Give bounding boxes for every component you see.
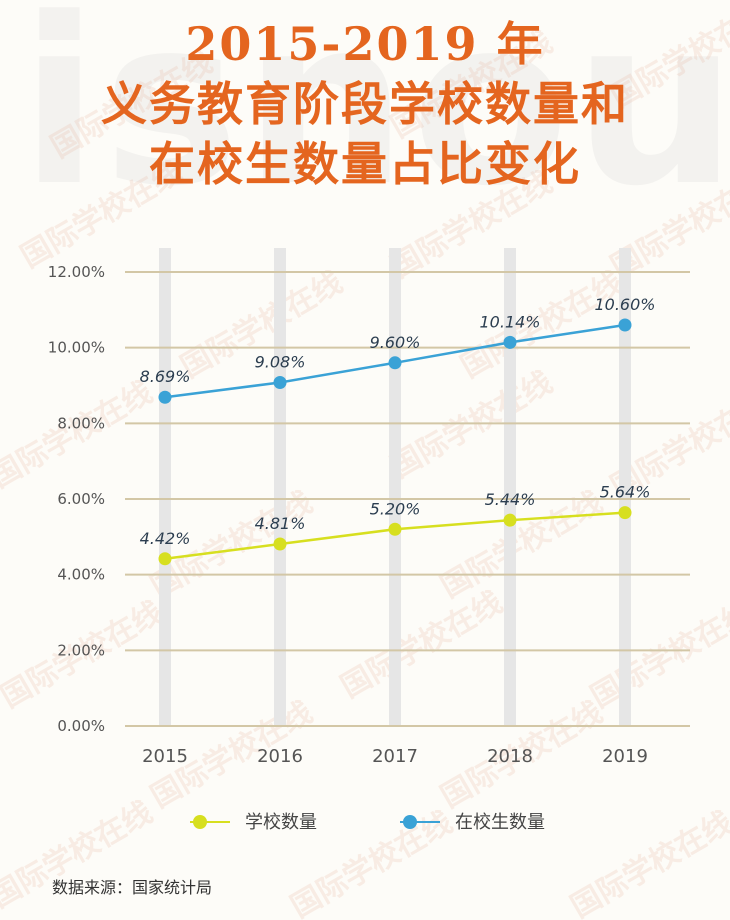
- data-label: 8.69%: [140, 367, 191, 386]
- y-tick-label: 8.00%: [57, 414, 105, 432]
- data-label: 4.42%: [140, 529, 191, 548]
- chart-title: 2015-2019 年 义务教育阶段学校数量和 在校生数量占比变化: [0, 14, 730, 194]
- data-label: 10.14%: [479, 312, 540, 331]
- data-label: 5.64%: [600, 483, 651, 502]
- x-tick-label: 2016: [257, 746, 303, 767]
- series-student-count: 8.69% 9.08% 9.60% 10.14% 10.60%: [140, 295, 656, 404]
- data-point: [503, 513, 517, 527]
- data-label: 5.20%: [370, 499, 421, 518]
- data-point: [388, 522, 402, 536]
- x-tick-label: 2019: [602, 746, 648, 767]
- legend-label: 学校数量: [245, 812, 317, 833]
- data-label: 9.08%: [255, 352, 306, 371]
- x-tick-label: 2017: [372, 746, 418, 767]
- column-band-2019: [619, 248, 631, 726]
- data-point: [158, 390, 172, 404]
- column-band-2018: [504, 248, 516, 726]
- legend-item-student-count: 在校生数量: [400, 812, 545, 833]
- column-bands: [159, 248, 631, 726]
- legend-label: 在校生数量: [455, 812, 545, 833]
- y-tick-label: 12.00%: [48, 263, 105, 281]
- data-point: [618, 318, 632, 332]
- y-tick-label: 4.00%: [57, 566, 105, 584]
- data-label: 9.60%: [370, 333, 421, 352]
- gridlines: [125, 271, 690, 727]
- y-tick-label: 10.00%: [48, 339, 105, 357]
- x-tick-label: 2015: [142, 746, 188, 767]
- title-line-2: 义务教育阶段学校数量和: [101, 77, 629, 131]
- column-band-2017: [389, 248, 401, 726]
- y-tick-label: 2.00%: [57, 641, 105, 659]
- data-point: [618, 506, 632, 520]
- y-axis-tick-labels: 0.00% 2.00% 4.00% 6.00% 8.00% 10.00% 12.00%: [48, 263, 105, 735]
- legend-swatch-dot: [403, 815, 417, 829]
- data-label: 4.81%: [255, 514, 306, 533]
- data-point: [503, 335, 517, 349]
- series-layer: 4.42% 4.81% 5.20% 5.44% 5.64% 8.69% 9.08% 9.60%…: [140, 295, 656, 566]
- data-label: 5.44%: [485, 490, 536, 509]
- data-label: 10.60%: [594, 295, 655, 314]
- data-point: [273, 375, 287, 389]
- column-band-2016: [274, 248, 286, 726]
- data-point: [388, 356, 402, 370]
- y-tick-label: 6.00%: [57, 490, 105, 508]
- legend-swatch-dot: [193, 815, 207, 829]
- x-axis-tick-labels: 2015 2016 2017 2018 2019: [142, 746, 648, 767]
- y-tick-label: 0.00%: [57, 717, 105, 735]
- legend: 学校数量 在校生数量: [190, 812, 545, 833]
- data-source-note: 数据来源：国家统计局: [52, 878, 213, 897]
- column-band-2015: [159, 248, 171, 726]
- x-tick-label: 2018: [487, 746, 533, 767]
- data-point: [273, 537, 287, 551]
- title-line-3: 在校生数量占比变化: [149, 137, 581, 191]
- series-school-count: 4.42% 4.81% 5.20% 5.44% 5.64%: [140, 483, 651, 566]
- data-point: [158, 552, 172, 566]
- title-line-1: 2015-2019 年: [185, 17, 545, 71]
- legend-item-school-count: 学校数量: [190, 812, 317, 833]
